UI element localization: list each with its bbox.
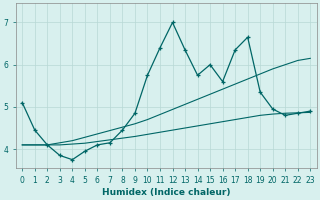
X-axis label: Humidex (Indice chaleur): Humidex (Indice chaleur) — [102, 188, 230, 197]
